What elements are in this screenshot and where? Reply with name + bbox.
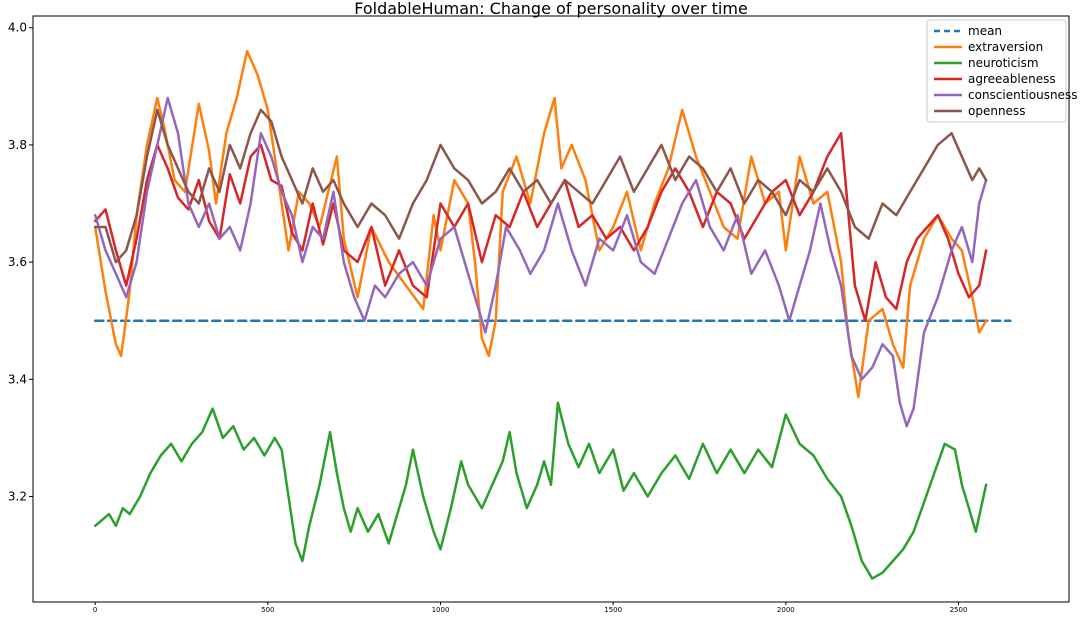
legend-box	[926, 19, 1067, 123]
x-tick-label: 1000	[432, 606, 450, 614]
y-tick-label: 3.8	[8, 138, 27, 152]
y-tick-label: 3.4	[8, 372, 27, 386]
legend: mean extraversion neuroticism agreeableness…	[926, 19, 1077, 123]
x-tick-label: 2000	[777, 606, 795, 614]
legend-label-mean: mean	[968, 24, 1002, 38]
series-openness-line	[93, 108, 988, 264]
legend-label-neuroticism: neuroticism	[968, 56, 1039, 70]
y-axis: 3.2 3.4 3.6 3.8 4.0	[8, 21, 33, 504]
chart-title: FoldableHuman: Change of personality ove…	[354, 0, 748, 18]
series-conscientiousness-line	[93, 96, 988, 428]
y-tick-label: 3.2	[8, 490, 27, 504]
y-tick-label: 3.6	[8, 255, 27, 269]
legend-label-openness: openness	[968, 104, 1025, 118]
series-neuroticism-line	[93, 401, 988, 580]
x-tick-label: 500	[261, 606, 274, 614]
x-axis: 0 500 1000 1500 2000 2500	[93, 602, 967, 614]
legend-label-conscientiousness: conscientiousness	[968, 88, 1077, 102]
x-tick-label: 1500	[604, 606, 622, 614]
x-tick-label: 0	[93, 606, 97, 614]
series-layer	[93, 49, 1012, 580]
x-tick-label: 2500	[950, 606, 968, 614]
legend-label-agreeableness: agreeableness	[968, 72, 1056, 86]
legend-label-extraversion: extraversion	[968, 40, 1043, 54]
plot-area	[32, 15, 1070, 603]
y-tick-label: 4.0	[8, 21, 27, 35]
